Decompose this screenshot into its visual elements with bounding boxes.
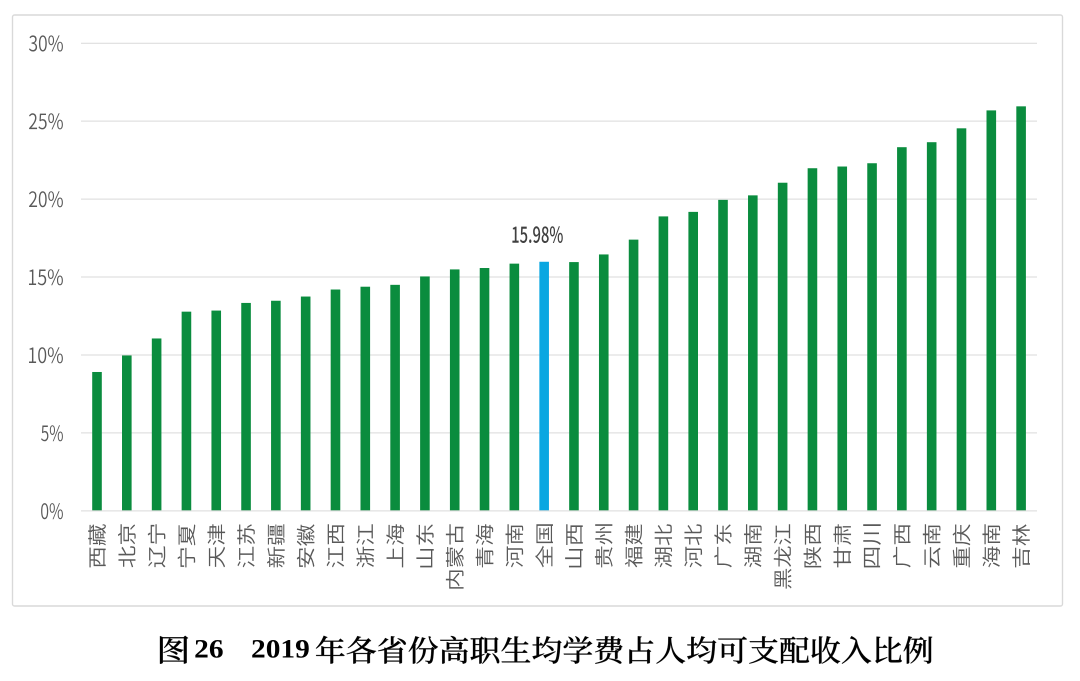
svg-text:2019: 2019: [251, 634, 310, 664]
svg-text:26: 26: [194, 634, 223, 664]
